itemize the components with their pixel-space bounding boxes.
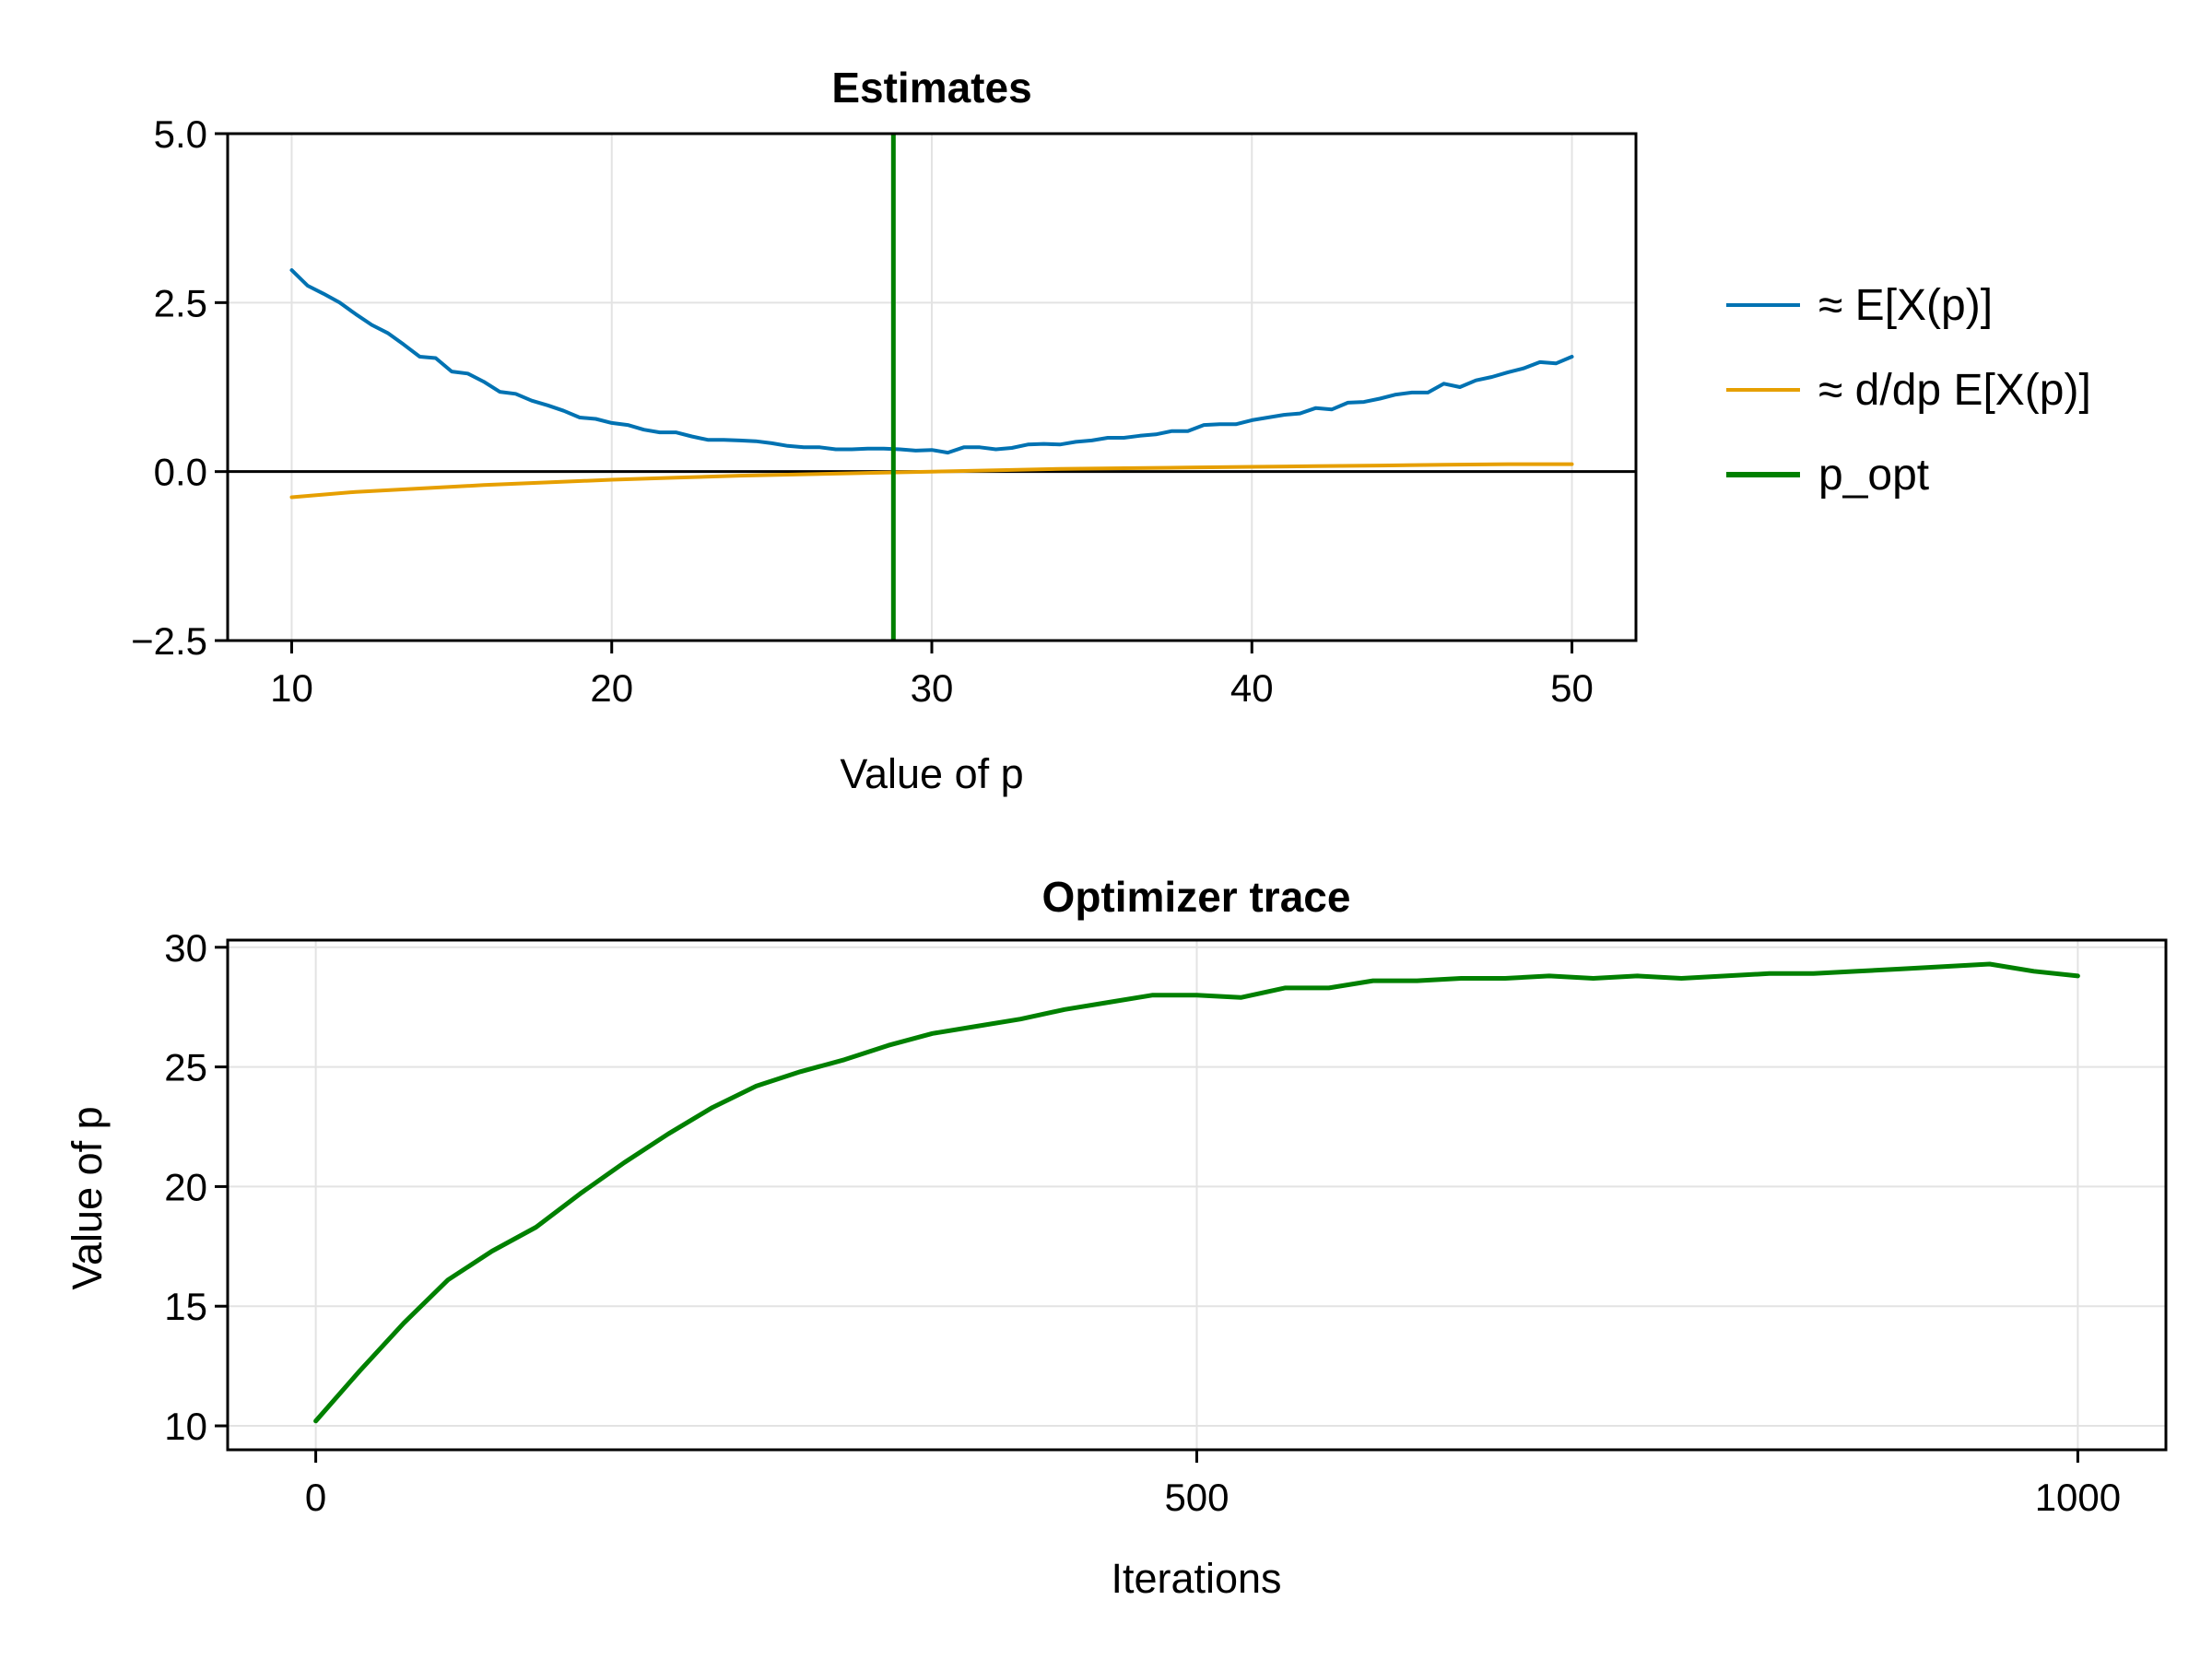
optimizer-trace-grid [228, 940, 2166, 1450]
x-tick-label: 50 [1550, 666, 1594, 710]
optimizer-trace-x-ticks: 0 500 1000 [305, 1450, 2121, 1519]
estimates-x-ticks: 10 20 30 40 50 [270, 641, 1594, 710]
optimizer-trace-series [313, 961, 2080, 1424]
x-tick-label: 30 [911, 666, 954, 710]
x-tick-label: 40 [1230, 666, 1274, 710]
estimates-legend: ≈ E[X(p)] ≈ d/dp E[X(p)] p_opt [1726, 281, 2091, 500]
estimates-grid [228, 133, 1636, 641]
optimizer-trace-chart: Optimizer trace 0 500 1000 10 15 20 25 30 Iter… [64, 873, 2168, 1602]
optimizer-trace-x-axis-label: Iterations [1111, 1555, 1281, 1602]
y-tick-label: 25 [164, 1046, 207, 1089]
estimates-chart: Estimates 10 20 30 40 50 −2.5 0.0 2.5 5.0 Value… [131, 64, 2091, 797]
optimizer-trace-y-ticks: 10 15 20 25 30 [164, 926, 228, 1448]
legend-entry-label: p_opt [1818, 451, 1929, 500]
y-tick-label: 5.0 [154, 112, 207, 156]
estimates-title: Estimates [831, 64, 1031, 112]
y-tick-label: 2.5 [154, 281, 207, 324]
y-tick-label: 10 [164, 1405, 207, 1448]
legend-entry-label: ≈ d/dp E[X(p)] [1818, 366, 2091, 415]
y-tick-label: 0.0 [154, 451, 207, 494]
x-tick-label: 0 [305, 1476, 326, 1519]
y-tick-label: −2.5 [131, 619, 207, 663]
optimizer-trace-title: Optimizer trace [1042, 873, 1351, 921]
series-line-0 [289, 268, 1574, 455]
estimates-y-ticks: −2.5 0.0 2.5 5.0 [131, 112, 228, 663]
estimates-series [289, 134, 1574, 641]
x-tick-label: 1000 [2035, 1476, 2121, 1519]
x-tick-label: 10 [270, 666, 313, 710]
optimizer-trace-y-axis-label: Value of p [64, 1106, 111, 1289]
series-line-1 [289, 462, 1574, 500]
series-line-0 [313, 961, 2080, 1424]
legend-entry-label: ≈ E[X(p)] [1818, 281, 1993, 330]
x-tick-label: 500 [1164, 1476, 1229, 1519]
x-tick-label: 20 [590, 666, 633, 710]
y-tick-label: 20 [164, 1165, 207, 1208]
y-tick-label: 30 [164, 926, 207, 970]
estimates-x-axis-label: Value of p [840, 750, 1023, 797]
y-tick-label: 15 [164, 1285, 207, 1328]
